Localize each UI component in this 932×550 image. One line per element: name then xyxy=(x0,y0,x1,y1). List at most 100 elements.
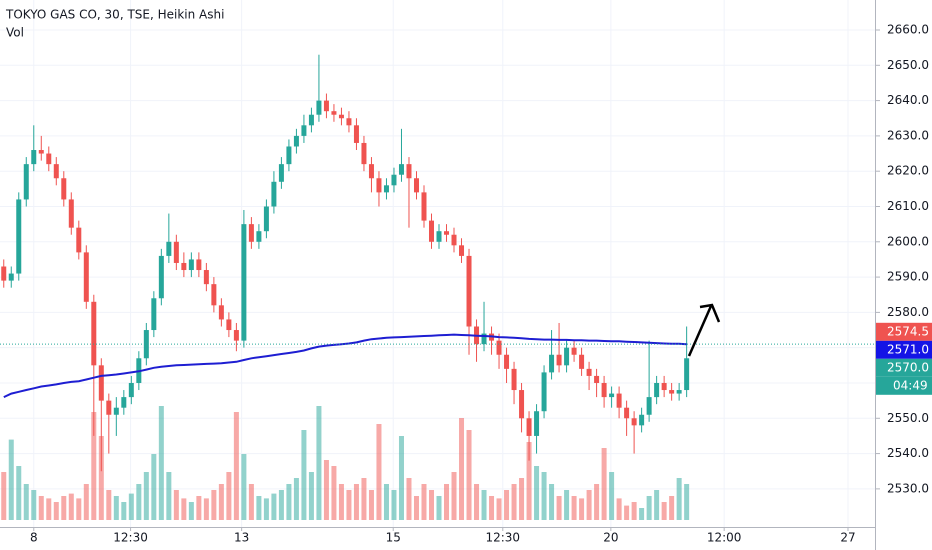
volume-bar xyxy=(98,436,104,520)
candle-body xyxy=(158,255,164,299)
volume-bar xyxy=(631,502,637,520)
volume-bar xyxy=(436,496,442,520)
candle-body xyxy=(571,347,577,355)
candle-body xyxy=(128,382,134,398)
volume-bar xyxy=(248,484,254,520)
volume-bar xyxy=(23,484,29,520)
volume-bar xyxy=(534,466,540,520)
x-tick-label: 12:30 xyxy=(113,531,148,545)
volume-bar xyxy=(383,484,389,520)
volume-bar xyxy=(203,498,209,520)
candle-body xyxy=(31,150,37,165)
candle-body xyxy=(413,178,419,193)
volume-bar xyxy=(609,472,615,520)
volume-bar xyxy=(564,490,570,520)
grid xyxy=(0,0,875,527)
volume-bar xyxy=(586,490,592,520)
volume-bar xyxy=(549,484,555,520)
volume-bar xyxy=(158,406,164,520)
volume-bar xyxy=(143,472,149,520)
candle-body xyxy=(106,400,112,415)
volume-bar xyxy=(53,502,59,520)
volume-bar xyxy=(61,496,67,520)
candle-body xyxy=(436,231,442,242)
volume-bar xyxy=(263,498,269,520)
y-tick-label: 2660.0 xyxy=(887,23,929,37)
candle-body xyxy=(271,181,277,207)
volume-bar xyxy=(676,478,682,520)
candle-body xyxy=(143,330,149,359)
volume-bar xyxy=(8,439,14,520)
candle-body xyxy=(91,301,97,366)
volume-bar xyxy=(46,498,52,520)
candle-body xyxy=(481,333,487,345)
volume-bar xyxy=(76,498,82,520)
volume-bar xyxy=(278,490,284,520)
candle-body xyxy=(263,206,269,232)
candle-body xyxy=(76,227,82,253)
volume-bar xyxy=(684,484,690,520)
candle-body xyxy=(278,164,284,182)
candle-body xyxy=(459,245,465,256)
candle-body xyxy=(98,365,104,401)
volume-bar xyxy=(233,412,239,520)
volume-bar xyxy=(489,496,495,520)
candle-body xyxy=(549,354,555,373)
price-label: 2574.5 xyxy=(887,324,929,338)
volume-bar xyxy=(391,490,397,520)
volume-bar xyxy=(136,484,142,520)
candle-body xyxy=(579,354,585,369)
candle-body xyxy=(421,192,427,221)
volume-bar xyxy=(353,484,359,520)
volume-bar xyxy=(541,472,547,520)
candle-body xyxy=(639,414,645,426)
candle-body xyxy=(121,397,127,408)
volume-bar xyxy=(271,493,277,520)
candle-body xyxy=(256,231,262,242)
volume-bar xyxy=(68,493,74,520)
volume-bar xyxy=(151,454,157,520)
volume-bar xyxy=(428,490,434,520)
volume-bar xyxy=(368,490,374,520)
candle-body xyxy=(346,118,352,126)
candle-body xyxy=(173,241,179,263)
x-tick-label: 12:30 xyxy=(485,531,520,545)
volume-bar xyxy=(481,490,487,520)
volume-bar xyxy=(646,496,652,520)
candle-body xyxy=(218,305,224,320)
volume-label: Vol xyxy=(6,26,24,40)
volume-bar xyxy=(639,508,645,520)
volume-bar xyxy=(218,484,224,520)
price-label-box xyxy=(876,340,932,359)
candle-body xyxy=(444,231,450,235)
volume-bar xyxy=(526,442,532,520)
volume-bar xyxy=(331,466,337,520)
volume-bar xyxy=(83,484,89,520)
volume-bar xyxy=(241,454,247,520)
plot xyxy=(0,54,875,520)
countdown: 04:49 xyxy=(893,378,928,392)
candle-body xyxy=(293,135,299,147)
volume-bar xyxy=(376,424,382,520)
y-tick-label: 2650.0 xyxy=(887,58,929,72)
y-tick-label: 2530.0 xyxy=(887,481,929,495)
candle-body xyxy=(196,259,202,271)
candle-body xyxy=(556,354,562,366)
volume-bar xyxy=(661,502,667,520)
candle-body xyxy=(211,284,217,306)
y-tick-label: 2600.0 xyxy=(887,234,929,248)
y-tick-label: 2550.0 xyxy=(887,411,929,425)
candle-body xyxy=(188,259,194,271)
candle-body xyxy=(323,100,329,112)
volume-bar xyxy=(654,490,660,520)
candle-body xyxy=(8,273,14,281)
volume-bar xyxy=(556,496,562,520)
candle-body xyxy=(338,114,344,119)
x-tick-label: 15 xyxy=(386,531,401,545)
volume-bar xyxy=(504,490,510,520)
price-label: 2571.0 xyxy=(887,342,929,356)
candle-body xyxy=(684,358,690,391)
volume-bar xyxy=(188,502,194,520)
